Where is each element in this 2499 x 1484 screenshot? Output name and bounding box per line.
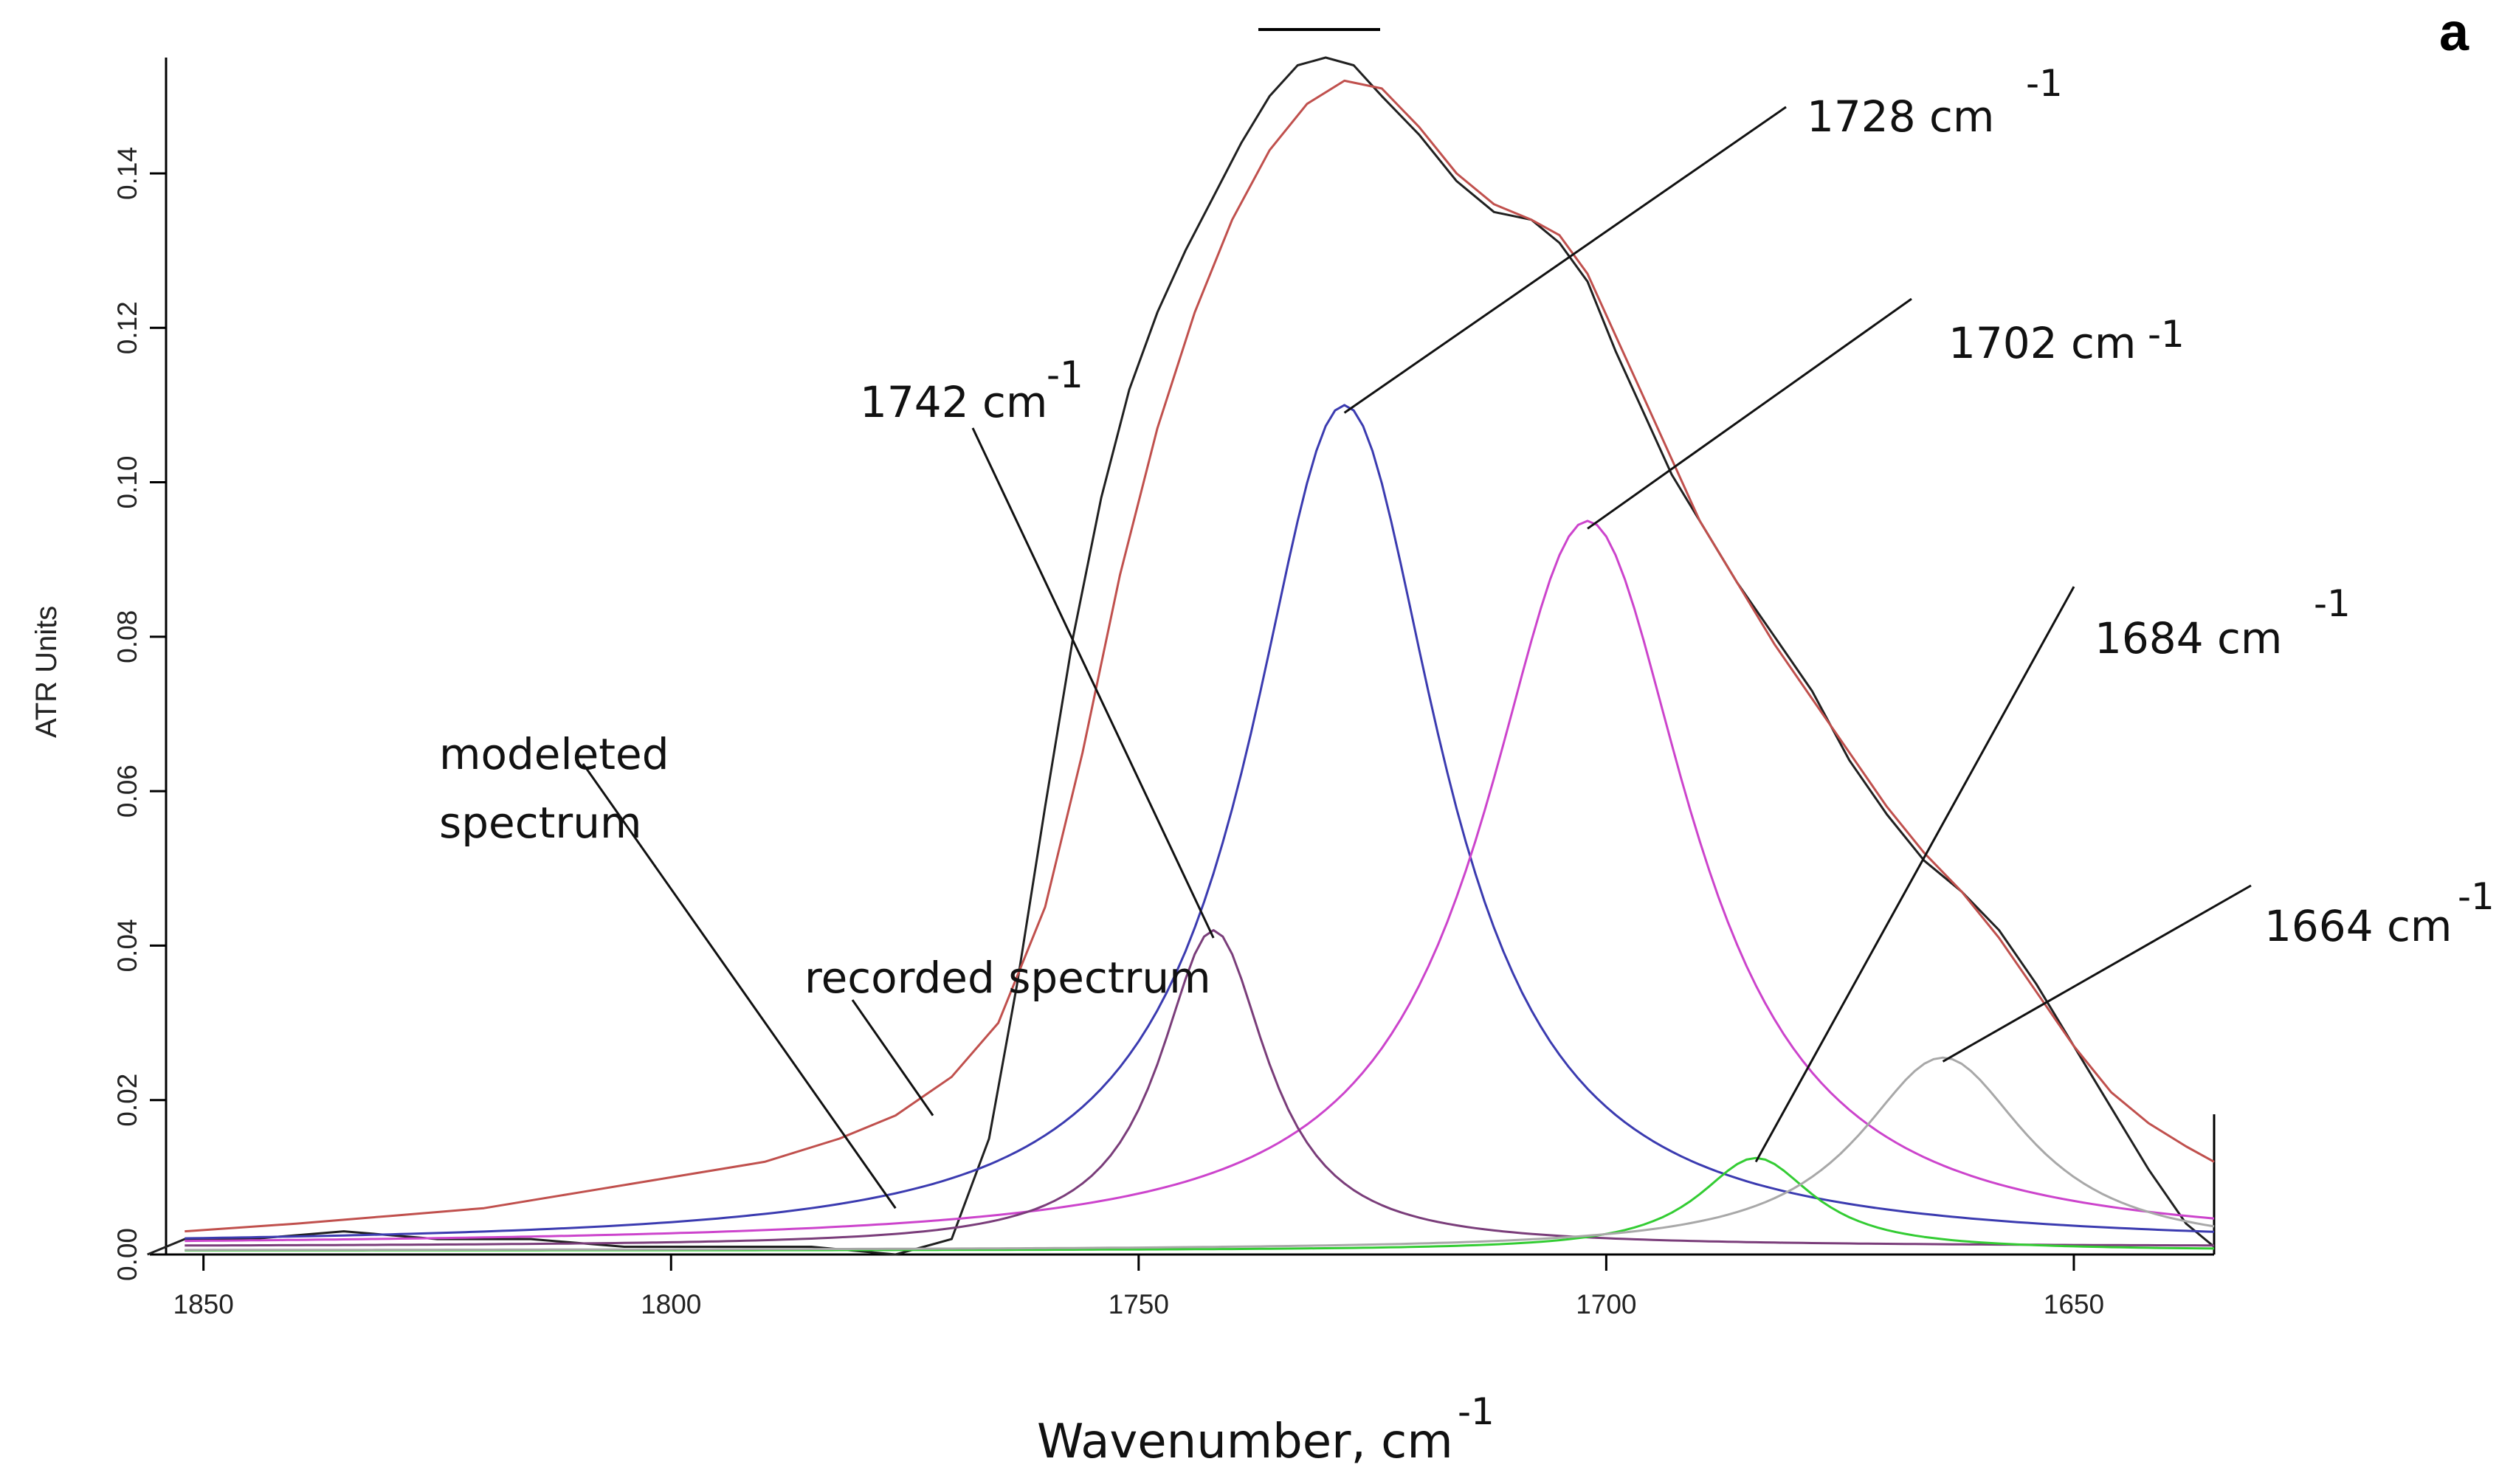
y-tick-label: 0.10 <box>112 456 142 509</box>
annotation-1742-label: 1742 cm <box>860 377 1047 427</box>
annotation-1702-label: 1702 cm <box>1948 318 2136 368</box>
series-line-2 <box>185 404 2215 1240</box>
y-tick-label: 0.08 <box>112 610 142 663</box>
annotation-1664-label: 1664 cm <box>2264 901 2452 951</box>
series-line-1 <box>185 79 2215 1233</box>
x-tick-label: 1800 <box>641 1289 701 1319</box>
annotation-1728: 1728 cm -1 <box>1807 62 2063 142</box>
y-tick-label: 0.00 <box>112 1228 142 1281</box>
series-line-3 <box>185 520 2215 1243</box>
x-axis-title: Wavenumber, cm <box>1037 1415 1453 1469</box>
annotation-1728-sup: -1 <box>2026 62 2063 105</box>
x-tick-label: 1700 <box>1576 1289 1636 1319</box>
annotation-leader <box>1942 884 2252 1063</box>
x-tick-label: 1850 <box>173 1289 234 1319</box>
series-line-0 <box>147 56 2215 1256</box>
annotation-leader <box>851 999 934 1117</box>
panel-label: a <box>2439 3 2469 62</box>
annotation-recorded-spectrum: recorded spectrum <box>804 953 1211 1003</box>
series-line-4 <box>185 929 2214 1247</box>
series-group <box>147 56 2215 1256</box>
x-ticks: 1850 1800 1750 1700 1650 <box>173 1255 2104 1319</box>
annotation-1684-label: 1684 cm <box>2095 613 2282 663</box>
annotation-modeleted-line1: modeleted <box>439 729 669 779</box>
annotation-leader <box>971 427 1215 939</box>
annotation-leader <box>1587 297 1912 530</box>
annotation-1684: 1684 cm -1 <box>2095 582 2351 663</box>
x-tick-label: 1650 <box>2044 1289 2104 1319</box>
annotation-modeleted-spectrum: modeleted spectrum <box>439 729 669 848</box>
x-axis-title-sup: -1 <box>1458 1390 1495 1433</box>
annotation-1664-sup: -1 <box>2458 875 2495 918</box>
series-line-6 <box>185 1056 2215 1252</box>
y-tick-label: 0.14 <box>112 147 142 200</box>
y-ticks: 0.00 0.02 0.04 0.06 0.08 0.10 0.12 0.14 <box>112 147 166 1281</box>
y-tick-label: 0.06 <box>112 765 142 818</box>
y-axis-title: ATR Units <box>30 606 63 738</box>
annotation-1664: 1664 cm -1 <box>2264 875 2495 951</box>
annotation-leader <box>1343 106 1787 414</box>
annotation-1702: 1702 cm -1 <box>1948 313 2185 368</box>
annotation-1728-label: 1728 cm <box>1807 92 1994 142</box>
annotation-1684-sup: -1 <box>2314 582 2351 625</box>
annotation-modeleted-line2: spectrum <box>439 798 641 848</box>
annotation-leaders <box>582 106 2252 1209</box>
annotation-leader <box>1754 586 2075 1163</box>
y-tick-label: 0.02 <box>112 1074 142 1127</box>
annotation-leader <box>582 763 897 1209</box>
y-tick-label: 0.04 <box>112 919 142 972</box>
annotation-recorded-label: recorded spectrum <box>804 953 1211 1003</box>
annotation-1702-sup: -1 <box>2148 313 2185 356</box>
y-tick-label: 0.12 <box>112 301 142 354</box>
x-tick-label: 1750 <box>1109 1289 1169 1319</box>
annotation-1742: 1742 cm -1 <box>860 353 1083 427</box>
annotation-1742-sup: -1 <box>1047 353 1083 396</box>
